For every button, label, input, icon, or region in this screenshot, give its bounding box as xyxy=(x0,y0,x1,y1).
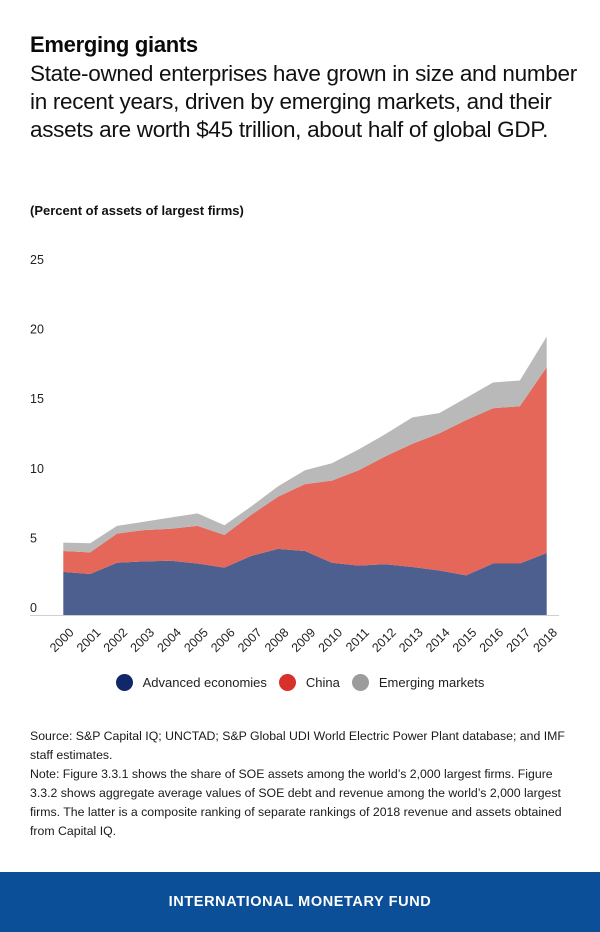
y-axis-ticks: 0 5 10 15 20 25 xyxy=(30,253,44,615)
chart-title: Emerging giants xyxy=(30,32,198,57)
y-tick-label: 20 xyxy=(30,323,44,337)
area-china xyxy=(63,367,547,576)
x-tick-label: 2004 xyxy=(154,625,184,655)
legend-item-advanced-economies: Advanced economies xyxy=(115,674,267,691)
x-tick-label: 2018 xyxy=(530,625,560,655)
legend-swatch-icon xyxy=(351,674,369,691)
legend-swatch-icon xyxy=(115,674,133,691)
y-tick-label: 5 xyxy=(30,531,37,545)
x-tick-label: 2014 xyxy=(423,625,453,655)
area-emerging-markets xyxy=(63,336,547,553)
legend-item-emerging-markets: Emerging markets xyxy=(351,674,485,691)
x-tick-label: 2015 xyxy=(450,625,480,655)
x-tick-label: 2017 xyxy=(504,625,534,655)
legend-label: China xyxy=(305,675,340,690)
x-tick-label: 2016 xyxy=(477,625,507,655)
x-tick-label: 2005 xyxy=(181,625,211,655)
y-tick-label: 25 xyxy=(30,253,44,267)
x-axis-ticks: 2000200120022003200420052006200720082009… xyxy=(47,625,560,655)
x-tick-label: 2013 xyxy=(396,625,426,655)
x-tick-label: 2002 xyxy=(101,625,131,655)
y-tick-label: 0 xyxy=(30,601,37,615)
legend-item-china: China xyxy=(278,674,340,691)
x-tick-label: 2009 xyxy=(289,625,319,655)
area-layers xyxy=(63,336,547,615)
y-tick-label: 10 xyxy=(30,462,44,476)
x-tick-label: 2000 xyxy=(47,625,77,655)
chart-legend: Advanced economies China Emerging markets xyxy=(0,674,600,691)
area-advanced-economies xyxy=(63,548,547,615)
x-tick-label: 2003 xyxy=(128,625,158,655)
imf-footer-bar: INTERNATIONAL MONETARY FUND xyxy=(0,872,600,932)
imf-footer-label: INTERNATIONAL MONETARY FUND xyxy=(168,894,432,910)
legend-label: Advanced economies xyxy=(142,675,267,690)
source-notes: Source: S&P Capital IQ; UNCTAD; S&P Glob… xyxy=(30,727,570,841)
x-tick-label: 2006 xyxy=(208,625,238,655)
x-tick-label: 2010 xyxy=(316,625,346,655)
source-text: Source: S&P Capital IQ; UNCTAD; S&P Glob… xyxy=(30,729,565,762)
x-tick-label: 2011 xyxy=(343,625,372,654)
x-tick-label: 2001 xyxy=(74,625,104,655)
x-tick-label: 2008 xyxy=(262,625,292,655)
x-tick-label: 2007 xyxy=(235,625,265,655)
legend-swatch-icon xyxy=(278,674,296,691)
y-tick-label: 15 xyxy=(30,392,44,406)
chart-subtitle: State-owned enterprises have grown in si… xyxy=(30,61,577,142)
note-text: Note: Figure 3.3.1 shows the share of SO… xyxy=(30,767,562,838)
y-axis-label: (Percent of assets of largest firms) xyxy=(30,203,244,218)
x-tick-label: 2012 xyxy=(369,625,399,655)
legend-label: Emerging markets xyxy=(378,675,485,690)
